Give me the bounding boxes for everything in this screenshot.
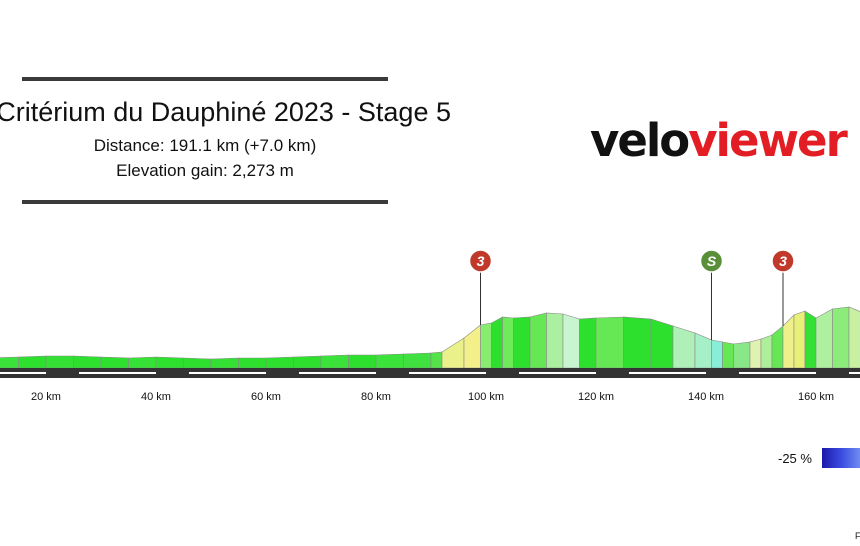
profile-segment	[804, 310, 817, 369]
profile-segment	[771, 325, 784, 369]
profile-segment	[782, 314, 795, 369]
profile-segment	[348, 354, 377, 369]
profile-segment	[491, 316, 503, 369]
profile-segment	[562, 313, 580, 369]
profile-segment	[733, 341, 751, 369]
profile-segment	[711, 339, 723, 369]
logo-part-velo: velo	[590, 114, 690, 167]
x-tick-label: 160 km	[798, 391, 834, 403]
profile-segment	[293, 355, 322, 369]
profile-segment	[793, 310, 806, 369]
marker-label: 3	[779, 253, 787, 269]
profile-segment	[760, 334, 773, 369]
profile-segment	[265, 356, 294, 369]
x-tick-label: 140 km	[688, 391, 724, 403]
x-tick-label: 120 km	[578, 391, 614, 403]
stage-title: Critérium du Dauphiné 2023 - Stage 5	[0, 97, 451, 127]
x-tick-label: 100 km	[468, 391, 504, 403]
profile-segment	[0, 356, 19, 369]
x-tick-label: 40 km	[141, 391, 171, 403]
marker-label: S	[707, 253, 717, 269]
climb-category-marker	[468, 249, 493, 273]
profile-segment	[672, 325, 696, 369]
legend-min-label: -25 %	[778, 451, 812, 466]
profile-segment	[403, 352, 432, 369]
profile-segment	[722, 341, 734, 369]
profile-segment	[45, 355, 74, 369]
climb-markers: 3 S 3	[468, 249, 795, 340]
profile-segment	[210, 357, 239, 369]
x-tick-label: 60 km	[251, 391, 281, 403]
profile-segment	[430, 351, 443, 369]
profile-segment	[73, 355, 102, 369]
profile-segment	[513, 316, 531, 369]
climb-category-marker	[771, 249, 795, 273]
road-band	[0, 368, 860, 378]
logo-part-viewer: viewer	[688, 114, 848, 167]
profile-segment	[320, 354, 349, 369]
profile-segment	[100, 356, 129, 369]
profile-segment	[595, 316, 624, 369]
profile-segment	[529, 312, 547, 369]
profile-segment	[128, 356, 157, 369]
profile-segment	[480, 322, 492, 369]
elevation-text: Elevation gain: 2,273 m	[116, 161, 294, 180]
profile-segment	[650, 318, 674, 369]
profile-segment	[815, 308, 833, 369]
profile-segment	[848, 306, 860, 369]
veloviewer-logo: veloviewer	[590, 114, 848, 167]
header-top-rule	[22, 77, 388, 81]
sprint-marker	[699, 249, 724, 273]
profile-segments	[0, 306, 860, 369]
legend-gradient-swatch	[822, 448, 860, 468]
profile-segment	[375, 353, 404, 369]
corner-mark: F	[855, 531, 860, 541]
profile-segment	[502, 316, 514, 369]
profile-segment	[18, 355, 47, 369]
profile-segment	[579, 317, 597, 369]
profile-segment	[441, 337, 465, 369]
header-bottom-rule	[22, 200, 388, 204]
distance-text: Distance: 191.1 km (+7.0 km)	[93, 136, 317, 155]
marker-label: 3	[477, 253, 485, 269]
x-tick-label: 20 km	[31, 391, 61, 403]
x-tick-label: 80 km	[361, 391, 391, 403]
profile-segment	[183, 357, 212, 369]
profile-segment	[463, 324, 481, 369]
profile-segment	[623, 316, 652, 369]
profile-segment	[155, 356, 184, 369]
elevation-profile-chart: 20 km 40 km 60 km 80 km 100 km 120 km 140 km 16…	[0, 249, 860, 403]
stage-title-wrap: Critérium du Dauphiné 2023 - Stage 5	[0, 97, 460, 131]
profile-segment	[749, 338, 762, 369]
x-axis-ticks: 20 km 40 km 60 km 80 km 100 km 120 km 140 km 16…	[31, 391, 834, 403]
profile-segment	[546, 312, 564, 369]
profile-segment	[694, 332, 712, 369]
profile-segment	[832, 306, 850, 369]
profile-segment	[238, 357, 267, 369]
